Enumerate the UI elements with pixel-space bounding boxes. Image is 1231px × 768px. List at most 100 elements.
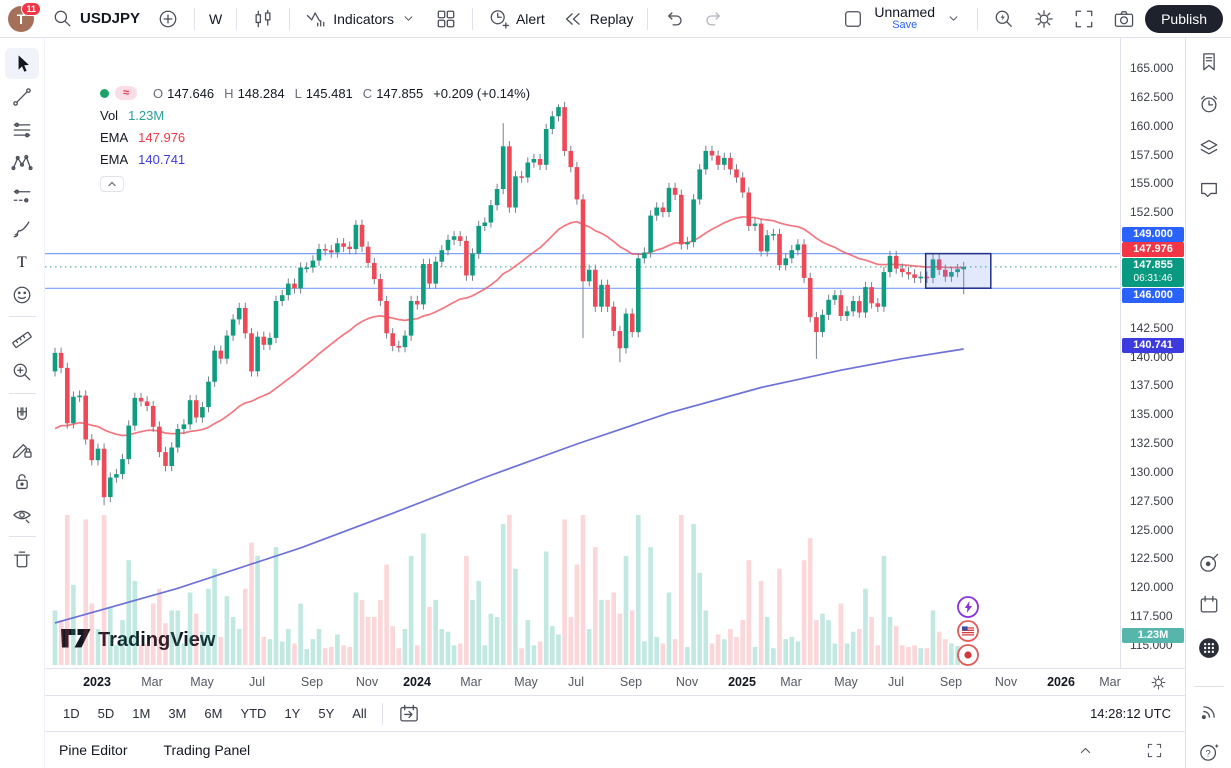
price-badge: 140.741 [1122,337,1184,353]
price-badge: 146.000 [1122,287,1184,303]
publish-label: Publish [1161,10,1207,27]
remove-drawings-button[interactable] [5,543,39,574]
legend-ema-slow-row: EMA 140.741 [100,148,530,170]
notification-badge: 11 [21,1,41,16]
save-link[interactable]: Save [892,18,918,31]
range-all-button[interactable]: All [352,706,367,721]
price-badge: 1.23M [1122,627,1184,643]
drawing-mode-lock-button[interactable] [5,433,39,464]
fullscreen-button[interactable] [1065,3,1103,35]
us-flag-marker[interactable] [957,620,979,642]
range-5d-button[interactable]: 5D [97,706,115,721]
forecast-position-tool-button[interactable] [5,180,39,211]
ruler-icon [10,327,34,351]
text-tool-button[interactable]: T [5,246,39,277]
chart-pane[interactable]: TradingView ≈ O 147.646 H 148.284 L 145.… [45,38,1120,668]
symbol-search-button[interactable]: USDJPY [44,3,147,35]
undo-button[interactable] [655,3,693,35]
high-label: H [224,85,234,101]
time-tick: Sep [939,675,963,689]
price-tick: 142.500 [1130,320,1174,335]
layout-checkbox-icon [841,7,865,31]
brush-tool-button[interactable] [5,213,39,244]
fib-lines-tool-button[interactable] [5,114,39,145]
trend-icon [10,85,34,109]
layout-save-control[interactable]: Unnamed Save [874,5,935,32]
quick-search-icon [992,7,1016,31]
trend-line-tool-button[interactable] [5,81,39,112]
time-tick: May [190,675,214,689]
watchlist-panel-button[interactable] [1197,50,1221,74]
templates-grid-icon [434,7,458,31]
indicator-templates-button[interactable] [427,3,465,35]
tab-trading-panel[interactable]: Trading Panel [163,742,251,758]
panel-collapse-button[interactable] [1069,737,1102,764]
emoji-tool-button[interactable] [5,279,39,310]
calendar-panel-button[interactable] [1197,593,1221,617]
user-avatar[interactable]: T 11 [8,1,41,32]
measure-tool-button[interactable] [5,323,39,354]
legend-ema-fast-row: EMA 147.976 [100,126,530,148]
approximate-values-badge[interactable]: ≈ [115,86,138,100]
chart-canvas[interactable]: TradingView [45,38,1120,668]
layout-menu-button[interactable] [937,5,970,32]
redo-button[interactable] [695,3,733,35]
tab-pine-editor[interactable]: Pine Editor [59,742,128,758]
svg-text:T: T [17,254,27,271]
japan-flag-marker[interactable] [957,644,979,666]
publish-button[interactable]: Publish [1145,4,1223,33]
quick-search-button[interactable] [985,3,1023,35]
range-5y-button[interactable]: 5Y [318,706,335,721]
help-menu-button[interactable]: ? [1197,740,1221,764]
alert-button[interactable]: Alert [480,3,552,35]
lock-icon [10,470,34,494]
timeframe-button[interactable]: W [202,7,229,31]
chart-settings-button[interactable] [1025,3,1063,35]
legend-collapse-button[interactable] [100,176,124,192]
time-tick: Nov [675,675,699,689]
screener-panel-button[interactable] [1197,551,1221,575]
ema-fast-line[interactable] [54,215,964,437]
economic-events-lightning-marker[interactable] [957,596,979,618]
magnet-mode-button[interactable] [5,400,39,431]
candlestick-series [52,101,966,506]
chart-style-button[interactable] [244,3,282,35]
replay-button[interactable]: Replay [554,3,641,35]
range-1d-button[interactable]: 1D [63,706,80,721]
ema-slow-line[interactable] [54,348,964,624]
range-1m-button[interactable]: 1M [132,706,151,721]
panel-maximize-button[interactable] [1138,737,1171,764]
zoom-in-tool-button[interactable] [5,356,39,387]
compare-add-symbol-button[interactable] [149,3,187,35]
range-ytd-button[interactable]: YTD [240,706,267,721]
drawn-rectangle[interactable] [924,252,992,289]
snapshot-button[interactable] [1105,3,1143,35]
toolbar-separator [236,7,238,30]
range-6m-button[interactable]: 6M [204,706,223,721]
goto-date-button[interactable] [390,698,428,730]
chat-panel-button[interactable] [1197,178,1221,202]
lock-all-drawings-button[interactable] [5,466,39,497]
object-tree-panel-button[interactable] [1197,135,1221,159]
time-axis[interactable]: 2023 Mar May Jul Sep Nov 2024 Mar May Jul Sep Nov 20… [45,668,1185,695]
position-icon [10,184,34,208]
range-3m-button[interactable]: 3M [168,706,187,721]
hide-drawings-button[interactable] [5,499,39,530]
range-1y-button[interactable]: 1Y [284,706,301,721]
axis-settings-gear-icon[interactable] [1149,673,1168,692]
layout-checkbox[interactable] [834,3,872,35]
streams-panel-button[interactable] [1197,700,1221,724]
alerts-panel-button[interactable] [1197,92,1221,116]
time-tick: Mar [780,675,802,689]
pattern-xabcd-tool-button[interactable] [5,147,39,178]
indicators-button[interactable]: Indicators [297,3,425,35]
cursor-tool-button[interactable] [5,48,39,79]
apps-menu-button[interactable] [1197,636,1221,660]
price-tick: 137.500 [1130,378,1174,393]
ema-fast-value: 147.976 [138,129,186,145]
price-scale[interactable]: 165.000 162.500 160.000 157.500 155.000 152.5… [1120,38,1185,668]
timeframe-label: W [209,10,223,27]
replay-icon [561,7,585,31]
alert-label: Alert [515,10,545,27]
